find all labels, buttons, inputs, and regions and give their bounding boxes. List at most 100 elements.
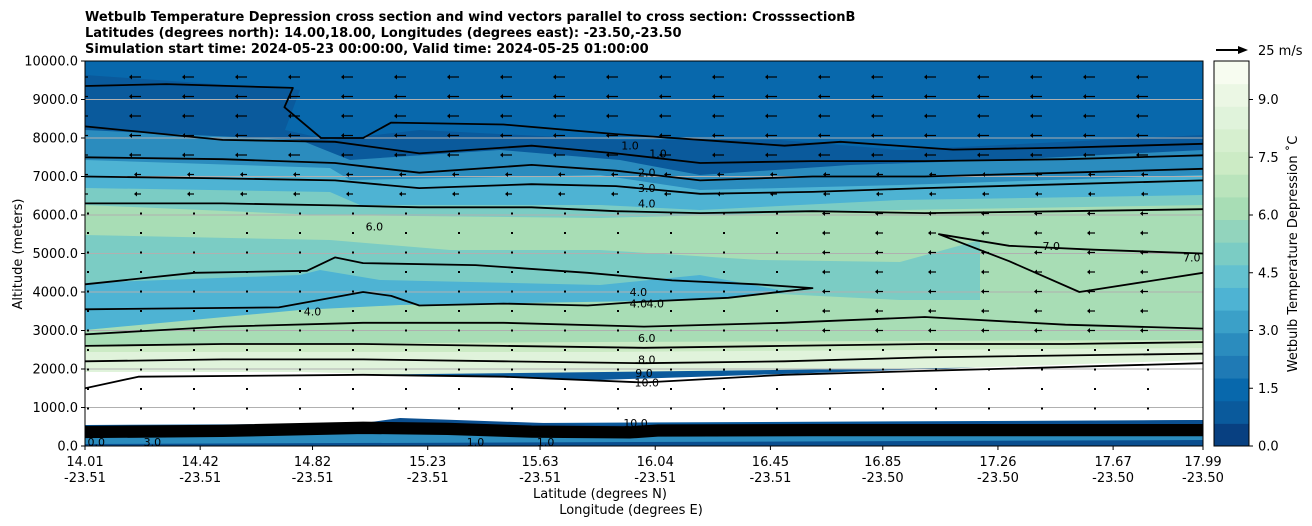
wind-vector: [193, 368, 195, 371]
wind-vector: [1041, 388, 1043, 390]
wind-vector-head: [1140, 269, 1143, 275]
wind-vector: [935, 349, 937, 351]
wind-vector-head: [611, 172, 614, 177]
colorbar-band: [1214, 174, 1249, 198]
contour-label: 7.0: [1183, 251, 1201, 264]
wind-vector-head: [394, 94, 397, 99]
contour-line-1.0: [85, 83, 1203, 151]
wind-vector: [405, 407, 407, 410]
wind-vector: [670, 388, 672, 390]
wind-vector: [193, 290, 195, 293]
wind-vector: [511, 329, 513, 332]
wind-vector-head: [288, 152, 291, 158]
wind-vector-head: [1083, 94, 1086, 99]
surface-contour-line: [85, 430, 1203, 437]
contour-label: 3.0: [638, 182, 656, 195]
wind-vector: [458, 212, 460, 215]
wind-vector: [140, 232, 142, 234]
wind-vector: [617, 407, 619, 410]
wind-vector-head: [1141, 172, 1144, 177]
wind-vector-head: [981, 289, 984, 294]
wind-vector: [511, 407, 513, 410]
wind-vector-head: [1083, 133, 1086, 138]
wind-vector: [564, 310, 566, 312]
wind-vector: [405, 271, 407, 273]
wind-vector: [352, 251, 354, 254]
contour-line-4.0: [85, 202, 1203, 215]
wind-vector: [299, 368, 301, 371]
wind-vector: [617, 232, 619, 234]
wind-vector: [193, 329, 195, 332]
wind-vector: [935, 407, 937, 410]
wind-vector: [723, 349, 725, 351]
wind-vector: [935, 368, 937, 371]
wind-vector-head: [1030, 152, 1033, 158]
wind-vector-head: [606, 74, 609, 80]
wind-vector: [617, 310, 619, 312]
wind-vector-head: [822, 269, 825, 275]
y-tick-label: 3000.0: [33, 324, 79, 339]
wind-vector-head: [447, 94, 450, 99]
wind-vector: [246, 388, 248, 390]
wind-vector: [670, 368, 672, 371]
contour-label: 7.0: [1043, 240, 1061, 253]
wind-vector: [299, 271, 301, 273]
wind-vector: [776, 329, 778, 332]
wind-vector-head: [818, 113, 821, 119]
wind-vector: [776, 349, 778, 351]
wind-vector-head: [394, 133, 397, 138]
contour-label: 4.0: [304, 305, 322, 318]
wind-vector: [458, 251, 460, 254]
wind-vector-head: [341, 113, 344, 119]
wind-vector-head: [558, 172, 561, 177]
wind-vector-head: [822, 250, 825, 255]
wind-vector-head: [553, 113, 556, 119]
wind-vector: [564, 368, 566, 371]
wind-vector-head: [558, 191, 561, 197]
wind-vector: [723, 407, 725, 410]
wind-vector-head: [765, 94, 768, 99]
wind-vectors: [85, 74, 1149, 429]
wind-vector-head: [553, 74, 556, 80]
chart-title-line-1: Wetbulb Temperature Depression cross sec…: [85, 10, 855, 25]
wind-vector: [193, 251, 195, 254]
colorbar-tick-label: 0.0: [1258, 440, 1279, 455]
wind-vector-head: [765, 152, 768, 158]
wind-vector-head: [1030, 74, 1033, 80]
grid-lines: [85, 99, 1203, 408]
wind-vector: [1147, 349, 1149, 351]
wind-vector: [1147, 407, 1149, 410]
wind-vector-head: [712, 133, 715, 138]
wind-vector-head: [1030, 133, 1033, 138]
wind-vector: [405, 329, 407, 332]
wind-vector: [246, 212, 248, 215]
colorbar-band: [1214, 287, 1249, 311]
wind-vector: [1094, 368, 1096, 371]
wind-vector: [140, 251, 142, 254]
wind-vector: [511, 368, 513, 371]
wind-vector: [1041, 368, 1043, 371]
contour-label: 6.0: [638, 332, 656, 345]
colorbar-band: [1214, 128, 1249, 153]
wind-vector: [882, 407, 884, 410]
wind-vector: [511, 271, 513, 273]
colorbar-band: [1214, 400, 1249, 424]
contour-line-3.0: [85, 175, 1203, 195]
wind-vector-head: [871, 113, 874, 119]
wind-vector-head: [235, 94, 238, 99]
wind-vector: [670, 407, 672, 410]
wind-vector: [299, 407, 301, 410]
wind-vector-head: [182, 74, 185, 80]
contour-label: 10.0: [623, 417, 648, 430]
wind-vector-head: [981, 269, 984, 275]
wind-vector-head: [822, 230, 825, 236]
wind-vector: [829, 407, 831, 410]
wind-vector-head: [240, 191, 243, 197]
wind-vector-head: [500, 113, 503, 119]
x-tick-label-lon: -23.50: [862, 471, 904, 486]
wind-vector-head: [500, 74, 503, 80]
wind-vector: [405, 368, 407, 371]
wind-vector-head: [129, 113, 132, 119]
quiver-key: 25 m/s: [1216, 44, 1303, 59]
